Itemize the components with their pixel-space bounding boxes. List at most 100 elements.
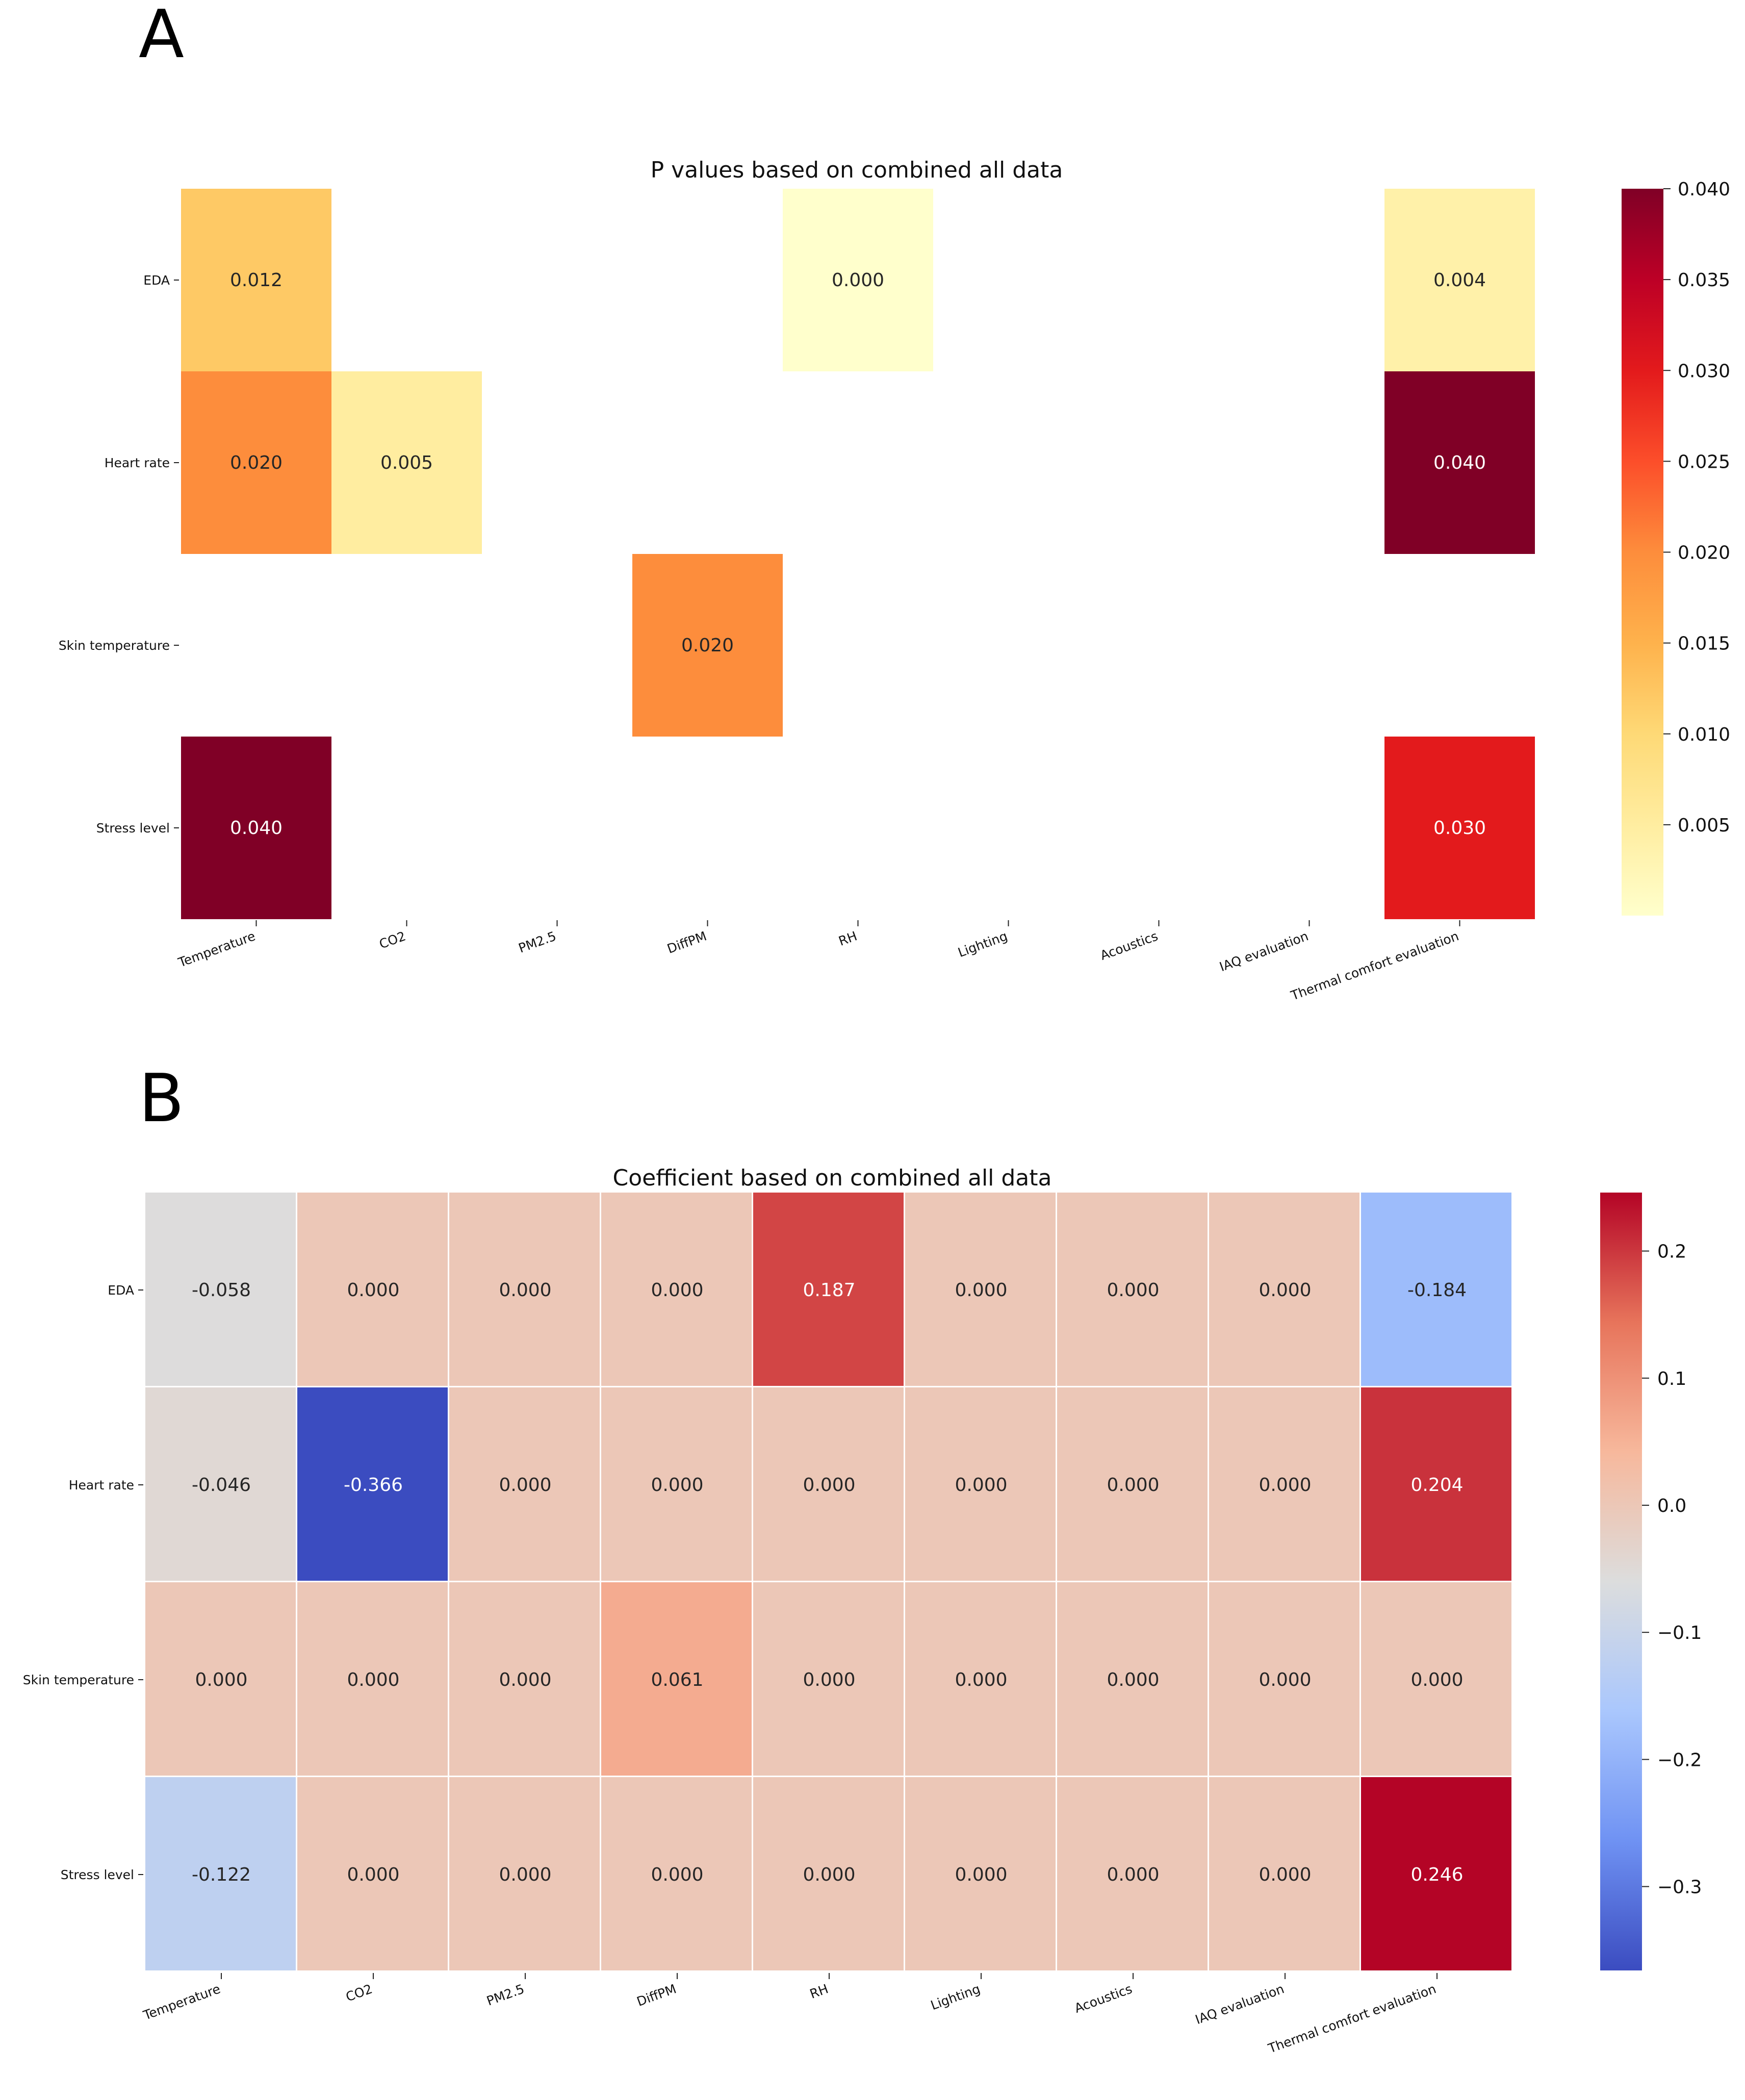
heatmap-cell: [181, 737, 331, 919]
cell-value-label: 0.000: [499, 1864, 551, 1885]
heatmap-cell: [601, 1193, 752, 1386]
colorbar-tick-label: 0.2: [1657, 1242, 1686, 1262]
cell-value-label: 0.000: [803, 1475, 855, 1496]
panel-a-letter: A: [139, 0, 184, 73]
column-label: DiffPM: [665, 928, 708, 956]
heatmap-cell: [297, 1777, 448, 1970]
heatmap-cell: [297, 1387, 448, 1581]
row-label: EDA: [143, 273, 170, 288]
column-label: Acoustics: [1072, 1981, 1134, 2016]
cell-value-label: 0.246: [1410, 1864, 1463, 1885]
heatmap-cell: [297, 1193, 448, 1386]
coefficient-colorbar: 0.2 0.1 0.0 −0.1 −0.2 −0.3: [1600, 1193, 1702, 1970]
column-label: Thermal comfort evaluation: [1289, 928, 1461, 1003]
cell-value-label: 0.000: [955, 1864, 1007, 1885]
heatmap-cell: [181, 189, 331, 371]
heatmap-cell: [1384, 737, 1535, 919]
cell-value-label: 0.000: [651, 1864, 703, 1885]
cell-value-label: 0.000: [651, 1280, 703, 1301]
column-label: Lighting: [929, 1981, 982, 2013]
heatmap-cell: [145, 1387, 296, 1581]
coefficient-cells: -0.058 0.000 0.000 0.000 0.187 0.000 0.000 0.00…: [145, 1193, 1511, 1970]
colorbar-tick-label: 0.020: [1678, 543, 1730, 564]
column-label: IAQ evaluation: [1218, 928, 1311, 974]
cell-value-label: 0.020: [230, 452, 283, 473]
pvalue-colorbar: 0.040 0.035 0.030 0.025 0.020 0.015 0.010 0.005: [1622, 179, 1730, 916]
heatmap-cell: [145, 1582, 296, 1776]
colorbar-tick-label: −0.1: [1657, 1623, 1702, 1643]
cell-value-label: 0.204: [1410, 1475, 1463, 1496]
pvalue-heatmap-title: P values based on combined all data: [651, 157, 1063, 183]
heatmap-cell: [632, 554, 783, 737]
heatmap-cell: [1057, 1387, 1208, 1581]
colorbar-tick-label: 0.030: [1678, 361, 1730, 382]
coefficient-heatmap: Coefficient based on combined all data -…: [23, 1165, 1702, 2056]
heatmap-cell: [753, 1582, 904, 1776]
heatmap-cell: [905, 1193, 1056, 1386]
cell-value-label: 0.000: [803, 1864, 855, 1885]
heatmap-cell: [753, 1777, 904, 1970]
column-label: IAQ evaluation: [1193, 1981, 1286, 2027]
cell-value-label: 0.000: [347, 1280, 399, 1301]
colorbar-tick-label: 0.1: [1657, 1369, 1686, 1389]
cell-value-label: 0.000: [499, 1669, 551, 1690]
heatmap-cell: [331, 371, 482, 554]
column-label: Thermal comfort evaluation: [1266, 1981, 1438, 2056]
cell-value-label: 0.000: [832, 270, 884, 291]
column-label: RH: [808, 1981, 830, 2002]
colorbar-tick-label: 0.035: [1678, 270, 1730, 291]
cell-value-label: 0.020: [681, 635, 734, 656]
cell-value-label: 0.040: [1433, 452, 1486, 473]
heatmap-cell: [1209, 1582, 1359, 1776]
cell-value-label: 0.040: [230, 818, 283, 839]
pvalue-cells: 0.012 0.000 0.004 0.020 0.005 0.040 0.020 0.040…: [181, 189, 1535, 919]
heatmap-cell: [1057, 1582, 1208, 1776]
cell-value-label: 0.012: [230, 270, 283, 291]
cell-value-label: 0.000: [347, 1669, 399, 1690]
heatmap-cell: [145, 1777, 296, 1970]
cell-value-label: 0.000: [499, 1280, 551, 1301]
cell-value-label: 0.030: [1433, 818, 1486, 839]
column-label: Temperature: [141, 1981, 222, 2023]
heatmap-cell: [1361, 1193, 1511, 1386]
pvalue-heatmap: P values based on combined all data 0.01…: [59, 157, 1730, 1003]
colorbar-gradient: [1600, 1193, 1642, 1970]
pvalue-row-labels: EDA Heart rate Skin temperature Stress leve…: [59, 273, 179, 836]
column-label: PM2.5: [517, 928, 558, 955]
cell-value-label: 0.000: [955, 1475, 1007, 1496]
cell-value-label: -0.366: [344, 1475, 403, 1496]
cell-value-label: 0.000: [1107, 1669, 1159, 1690]
colorbar-tick-label: 0.040: [1678, 179, 1730, 200]
cell-value-label: 0.061: [651, 1669, 703, 1690]
heatmap-cell: [1361, 1387, 1511, 1581]
heatmap-cell: [449, 1777, 600, 1970]
colorbar-tick-label: 0.010: [1678, 724, 1730, 745]
heatmap-cell: [753, 1193, 904, 1386]
cell-value-label: 0.000: [347, 1864, 399, 1885]
cell-value-label: 0.000: [1259, 1475, 1311, 1496]
heatmap-cell: [1361, 1777, 1511, 1970]
cell-value-label: 0.187: [803, 1280, 855, 1301]
cell-value-label: 0.000: [803, 1669, 855, 1690]
row-label: Skin temperature: [23, 1673, 134, 1687]
cell-value-label: 0.004: [1433, 270, 1486, 291]
cell-value-label: 0.000: [955, 1280, 1007, 1301]
heatmap-cell: [449, 1387, 600, 1581]
colorbar-tick-label: −0.3: [1657, 1877, 1702, 1898]
cell-value-label: 0.000: [1410, 1669, 1463, 1690]
heatmap-cell: [1209, 1387, 1359, 1581]
heatmap-cell: [181, 371, 331, 554]
cell-value-label: 0.000: [499, 1475, 551, 1496]
column-label: DiffPM: [635, 1981, 678, 2009]
heatmap-cell: [297, 1582, 448, 1776]
cell-value-label: -0.184: [1407, 1280, 1467, 1301]
row-label: Stress level: [61, 1867, 134, 1882]
colorbar-tick-label: 0.015: [1678, 634, 1730, 654]
heatmap-cell: [1057, 1777, 1208, 1970]
heatmap-cell: [1384, 371, 1535, 554]
heatmap-cell: [905, 1777, 1056, 1970]
cell-value-label: -0.122: [192, 1864, 251, 1885]
heatmap-cell: [601, 1387, 752, 1581]
heatmap-cell: [1209, 1193, 1359, 1386]
